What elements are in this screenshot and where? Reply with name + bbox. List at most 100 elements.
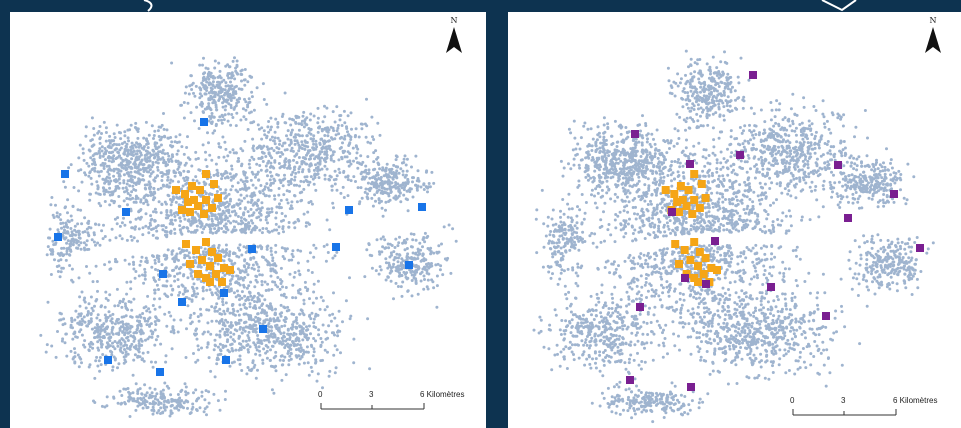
- settlement-point: [114, 257, 117, 261]
- settlement-point: [263, 338, 266, 342]
- settlement-point: [270, 210, 274, 214]
- settlement-point: [88, 170, 92, 174]
- settlement-point: [165, 209, 169, 212]
- settlement-point: [85, 265, 88, 268]
- settlement-point: [140, 158, 144, 162]
- settlement-point: [630, 267, 633, 271]
- settlement-point: [89, 313, 93, 316]
- settlement-point: [416, 250, 420, 253]
- settlement-point: [321, 299, 325, 303]
- settlement-point: [77, 169, 80, 173]
- settlement-point: [92, 160, 96, 164]
- settlement-point: [72, 332, 76, 336]
- settlement-point: [748, 197, 752, 201]
- settlement-point: [288, 272, 292, 276]
- settlement-point: [308, 297, 311, 301]
- settlement-point: [275, 339, 279, 343]
- settlement-point: [212, 115, 216, 119]
- settlement-point: [178, 216, 182, 220]
- settlement-point: [320, 147, 324, 151]
- settlement-point: [104, 177, 108, 181]
- settlement-point: [101, 237, 105, 241]
- settlement-point: [177, 140, 181, 144]
- settlement-point: [756, 213, 760, 217]
- settlement-point: [241, 107, 245, 111]
- settlement-point: [105, 395, 109, 399]
- settlement-point: [289, 149, 293, 153]
- settlement-point: [349, 162, 353, 166]
- settlement-point: [228, 250, 232, 254]
- settlement-point: [231, 311, 235, 315]
- settlement-point: [254, 260, 258, 264]
- settlement-point: [384, 200, 388, 204]
- scale-tick-3: 3: [369, 390, 374, 399]
- settlement-point: [400, 267, 404, 271]
- settlement-point: [338, 147, 342, 150]
- settlement-point: [133, 143, 136, 147]
- settlement-point: [398, 253, 402, 257]
- settlement-point: [227, 192, 231, 196]
- settlement-point: [157, 150, 161, 154]
- settlement-point: [297, 362, 301, 366]
- settlement-point: [412, 257, 416, 261]
- settlement-point: [72, 239, 75, 243]
- settlement-point: [321, 323, 325, 327]
- settlement-point: [71, 243, 75, 247]
- settlement-point: [724, 198, 727, 201]
- settlement-point: [182, 176, 186, 180]
- settlement-point: [141, 233, 145, 237]
- settlement-point: [312, 321, 316, 325]
- settlement-point: [108, 335, 112, 339]
- settlement-point: [396, 244, 400, 248]
- settlement-point: [191, 178, 195, 182]
- settlement-point: [137, 155, 141, 159]
- settlement-point: [235, 280, 238, 284]
- settlement-point: [253, 175, 257, 179]
- settlement-point: [360, 170, 364, 174]
- settlement-point: [155, 411, 159, 415]
- settlement-point: [106, 332, 110, 336]
- settlement-point: [317, 333, 321, 337]
- settlement-point: [137, 344, 141, 348]
- settlement-point: [111, 150, 115, 154]
- settlement-point: [313, 173, 317, 177]
- settlement-point: [172, 256, 176, 260]
- settlement-point: [280, 378, 284, 382]
- settlement-point: [409, 270, 413, 274]
- settlement-point: [252, 144, 255, 148]
- settlement-point: [76, 222, 80, 226]
- settlement-point: [136, 136, 140, 140]
- settlement-point: [251, 203, 255, 207]
- settlement-point: [148, 386, 152, 390]
- settlement-point: [230, 230, 234, 234]
- settlement-point: [95, 280, 99, 283]
- settlement-point: [179, 265, 183, 269]
- settlement-point: [146, 166, 149, 170]
- settlement-point: [341, 149, 345, 153]
- settlement-point: [117, 143, 121, 147]
- settlement-point: [193, 220, 197, 224]
- settlement-point: [153, 155, 157, 159]
- settlement-point: [129, 287, 133, 291]
- settlement-point: [156, 165, 160, 169]
- settlement-point: [400, 186, 404, 190]
- settlement-point: [181, 292, 185, 296]
- settlement-point: [416, 292, 420, 296]
- settlement-point: [144, 212, 148, 216]
- settlement-point: [267, 147, 271, 151]
- settlement-point: [300, 147, 304, 150]
- settlement-point: [58, 318, 62, 322]
- settlement-point: [223, 88, 227, 92]
- settlement-point: [665, 285, 669, 289]
- settlement-point: [295, 161, 299, 165]
- settlement-point: [258, 190, 262, 194]
- settlement-point: [314, 143, 318, 146]
- settlement-point: [257, 265, 261, 269]
- settlement-point: [195, 179, 199, 183]
- settlement-point: [97, 359, 101, 363]
- settlement-point: [218, 307, 222, 311]
- settlement-point: [189, 223, 193, 227]
- settlement-point: [230, 361, 234, 365]
- settlement-point: [299, 249, 303, 253]
- settlement-point: [312, 243, 316, 247]
